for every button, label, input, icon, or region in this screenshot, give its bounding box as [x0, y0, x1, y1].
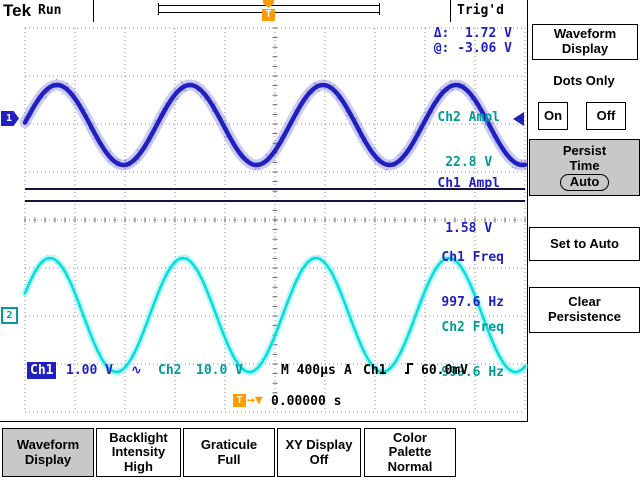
- ch1-scale-readout: 1.00 V: [66, 363, 113, 378]
- measurement-label: Ch2 Freq: [441, 320, 504, 335]
- clear-persistence-button[interactable]: Clear Persistence: [529, 287, 640, 333]
- persist-time-label: Persist Time: [563, 144, 606, 173]
- trigger-position-value: 0.00000 s: [271, 394, 341, 409]
- measurement-label: Ch2 Ampl: [437, 110, 500, 125]
- trigger-level-readout: 60.0mV: [421, 363, 468, 378]
- set-to-auto-button[interactable]: Set to Auto: [529, 227, 640, 261]
- persist-time-button[interactable]: Persist Time Auto: [529, 139, 640, 196]
- dots-only-on-button[interactable]: On: [538, 102, 568, 130]
- ch2-position-marker: 2: [1, 307, 18, 324]
- timebase-readout: M 400μs: [281, 363, 336, 378]
- topbar-divider: [93, 0, 94, 22]
- bottom-menu-graticule[interactable]: Graticule Full: [183, 428, 275, 477]
- bottom-menu-backlight-intensity[interactable]: Backlight Intensity High: [96, 428, 181, 477]
- persist-time-value: Auto: [560, 174, 610, 191]
- trigger-status: Trig'd: [457, 3, 504, 18]
- waveform-display-area: Δ: 1.72 V @: -3.06 V Ch2 Ampl 22.8 V Ch1…: [0, 22, 528, 420]
- measurement-label: Ch1 Freq: [441, 250, 504, 265]
- ch2-frequency-readout: Ch2 Freq 999.6 Hz: [441, 290, 504, 410]
- screen-frame-horizontal: [0, 421, 528, 422]
- oscilloscope-screen: Tek Run T Trig'd Δ: 1.72 V @: -3.06 V Ch…: [0, 0, 640, 480]
- trigger-position-arrow-icon: →▼: [247, 393, 263, 408]
- dots-only-label: Dots Only: [528, 73, 640, 88]
- trigger-mode-readout: A: [344, 363, 352, 378]
- ch2-label-readout: Ch2: [158, 363, 181, 378]
- cursor-at-readout: @: -3.06 V: [434, 41, 512, 56]
- trigger-t-badge: T: [262, 9, 275, 21]
- bottom-menu-waveform-display[interactable]: Waveform Display: [2, 428, 94, 477]
- ch2-scale-readout: 10.0 V: [196, 363, 243, 378]
- bottom-menu-xy-display[interactable]: XY Display Off: [277, 428, 361, 477]
- cursor-delta-readout: Δ: 1.72 V: [434, 26, 512, 41]
- ch1-channel-badge: Ch1: [27, 362, 56, 379]
- topbar-divider: [450, 0, 451, 22]
- trigger-position-t-badge: T: [233, 394, 246, 407]
- side-menu-title: Waveform Display: [532, 24, 638, 60]
- trigger-level-arrow-icon: [513, 112, 524, 126]
- ch1-coupling-icon: ∿: [131, 363, 142, 378]
- dots-only-off-button[interactable]: Off: [586, 102, 626, 130]
- bottom-menu-color-palette[interactable]: Color Palette Normal: [364, 428, 456, 477]
- measurement-label: Ch1 Ampl: [437, 176, 500, 191]
- trigger-source-readout: Ch1: [363, 363, 386, 378]
- rising-edge-icon: [404, 361, 414, 379]
- acquisition-status: Run: [38, 3, 61, 18]
- tek-logo: Tek: [3, 1, 31, 21]
